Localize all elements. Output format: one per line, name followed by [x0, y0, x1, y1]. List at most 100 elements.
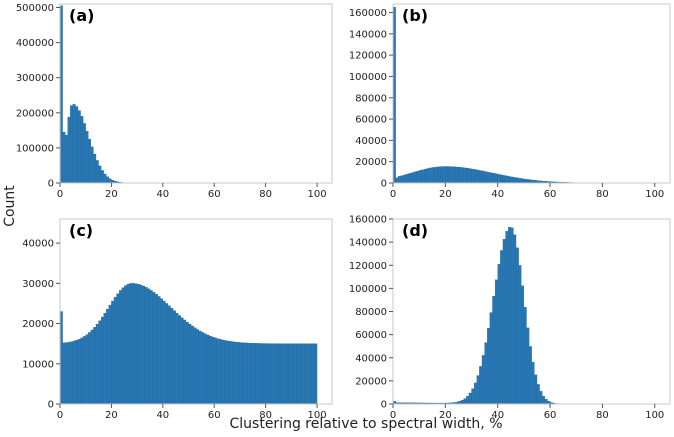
histogram-bar: [471, 168, 475, 184]
histogram-bar: [500, 174, 504, 184]
x-tick-label: 40: [156, 189, 169, 200]
histogram-bar: [80, 116, 84, 184]
histogram-bar: [484, 342, 488, 405]
y-tick-label: 140000: [349, 29, 387, 40]
histogram-bar: [286, 343, 289, 405]
histogram-bar: [85, 334, 89, 405]
histogram-bar: [523, 307, 527, 405]
histogram-bar: [80, 337, 84, 405]
histogram-bar: [178, 315, 181, 405]
histogram-bar: [492, 296, 496, 405]
histogram-bar: [487, 171, 491, 184]
x-tick-label: 0: [390, 189, 396, 200]
histogram-bar: [183, 319, 187, 405]
histogram-bar: [152, 292, 156, 405]
y-tick-label: 30000: [22, 279, 54, 290]
histogram-bar: [180, 317, 184, 405]
histogram-bar: [505, 175, 509, 184]
histogram-bar: [134, 283, 138, 405]
y-tick-label: 80000: [355, 307, 387, 318]
histogram-bar: [113, 297, 117, 405]
histogram-bar: [314, 343, 318, 405]
x-tick-label: 100: [307, 410, 326, 421]
histogram-bar: [265, 343, 269, 405]
histogram-bar: [466, 396, 470, 405]
histogram-bar: [129, 283, 133, 405]
histogram-bar: [502, 175, 506, 184]
histogram-bar: [479, 366, 483, 405]
histogram-bar: [124, 285, 127, 405]
plot-frame: [59, 218, 333, 405]
histogram-bar: [219, 339, 223, 405]
histogram-bar: [121, 287, 125, 405]
x-tick-label: 80: [596, 189, 609, 200]
histogram-bar: [494, 279, 498, 405]
histogram-bar: [395, 177, 399, 184]
histogram-bar: [489, 312, 493, 405]
panel-d: 0 20000 40000 60000 80000 100000 120000 140000 1…: [349, 215, 671, 421]
histogram-bar: [142, 285, 145, 405]
histogram-bar: [98, 165, 102, 184]
plot-frame: [392, 3, 671, 184]
histogram-bar: [203, 333, 207, 405]
histogram-bar: [463, 398, 467, 405]
y-axis-title: Count: [2, 185, 18, 227]
histogram-bar: [421, 169, 425, 184]
x-tick-label: 20: [105, 189, 118, 200]
histogram-bar: [447, 166, 451, 184]
histogram-bar: [111, 300, 115, 405]
histogram-bar: [185, 321, 189, 405]
histogram-bar: [229, 341, 233, 405]
histogram-bar: [471, 388, 475, 405]
histogram-bar: [260, 343, 264, 405]
histogram-bar: [502, 239, 506, 405]
y-tick-label: 0: [48, 400, 54, 411]
histogram-bar: [239, 342, 243, 405]
histogram-bar: [250, 343, 253, 405]
histogram-bar: [408, 173, 412, 184]
histogram-bar: [304, 343, 307, 405]
x-tick-label: 60: [544, 410, 557, 421]
histogram-bar: [214, 337, 217, 405]
histogram-bar: [293, 343, 297, 405]
histogram-bar: [234, 341, 238, 405]
x-tick-label: 20: [439, 410, 452, 421]
histogram-bar: [298, 343, 302, 405]
histogram-bar: [275, 343, 279, 405]
histogram-bar: [175, 312, 179, 405]
histogram-bar: [479, 170, 483, 184]
panel-label: (a): [69, 6, 94, 25]
histogram-bar: [144, 287, 148, 405]
panel-label: (d): [402, 221, 428, 240]
histogram-bar: [405, 173, 409, 184]
histogram-bar: [62, 131, 66, 184]
histogram-bar: [306, 343, 310, 405]
histogram-bar: [400, 175, 404, 184]
histogram-bar: [497, 174, 501, 184]
y-tick-label: 20000: [355, 376, 387, 387]
histogram-bar: [311, 343, 315, 405]
histogram-bar: [88, 138, 91, 184]
x-tick-label: 100: [645, 410, 664, 421]
panel-c: 0 10000 20000 30000 40000 0 20 40 60 80 100 (c): [22, 218, 333, 421]
histogram-bar: [100, 316, 104, 405]
histogram-bar: [403, 174, 407, 184]
y-tick-label: 0: [381, 179, 387, 190]
histogram-bar: [518, 265, 522, 405]
histogram-bar: [244, 342, 248, 405]
histogram-bar: [526, 327, 530, 405]
histogram-bar: [411, 172, 415, 184]
y-tick-label: 0: [381, 400, 387, 411]
histogram-bar: [288, 343, 292, 405]
panel-a: 0 100000 200000 300000 400000 500000 0 20 40 60 80…: [16, 3, 333, 200]
histogram-bar: [273, 343, 277, 405]
histogram-bar: [513, 234, 517, 405]
y-tick-label: 0: [48, 179, 54, 190]
histogram-bar: [160, 298, 163, 405]
x-tick-label: 40: [491, 189, 504, 200]
histogram-bar: [188, 323, 192, 405]
histogram-bar: [70, 341, 73, 405]
histogram-bar: [460, 167, 464, 184]
histogram-bar: [255, 343, 259, 405]
histogram-bar: [510, 227, 514, 405]
